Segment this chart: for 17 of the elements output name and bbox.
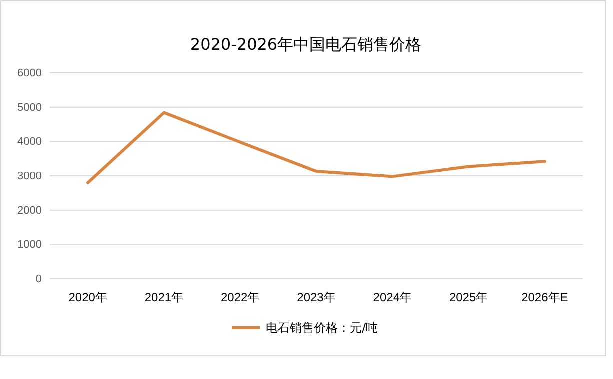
y-tick-label: 0 (36, 274, 42, 286)
y-tick-label: 5000 (18, 102, 42, 114)
x-tick-label: 2024年 (373, 290, 412, 305)
y-tick-label: 2000 (18, 204, 42, 217)
x-tick-label: 2023年 (297, 290, 336, 305)
y-tick-label: 3000 (18, 170, 42, 183)
x-tick-label: 2020年 (68, 290, 108, 305)
x-tick-label: 2026年E (522, 290, 568, 305)
y-tick-label: 4000 (18, 136, 42, 148)
chart-title: 2020-2026年中国电石销售价格 (190, 35, 422, 54)
x-tick-label: 2022年 (221, 290, 260, 305)
legend-label: 电石销售价格：元/吨 (266, 321, 378, 335)
y-tick-label: 1000 (18, 239, 42, 252)
y-tick-label: 6000 (18, 68, 42, 80)
x-tick-label: 2025年 (449, 290, 488, 305)
line-series (86, 111, 546, 184)
x-tick-label: 2021年 (144, 290, 184, 305)
